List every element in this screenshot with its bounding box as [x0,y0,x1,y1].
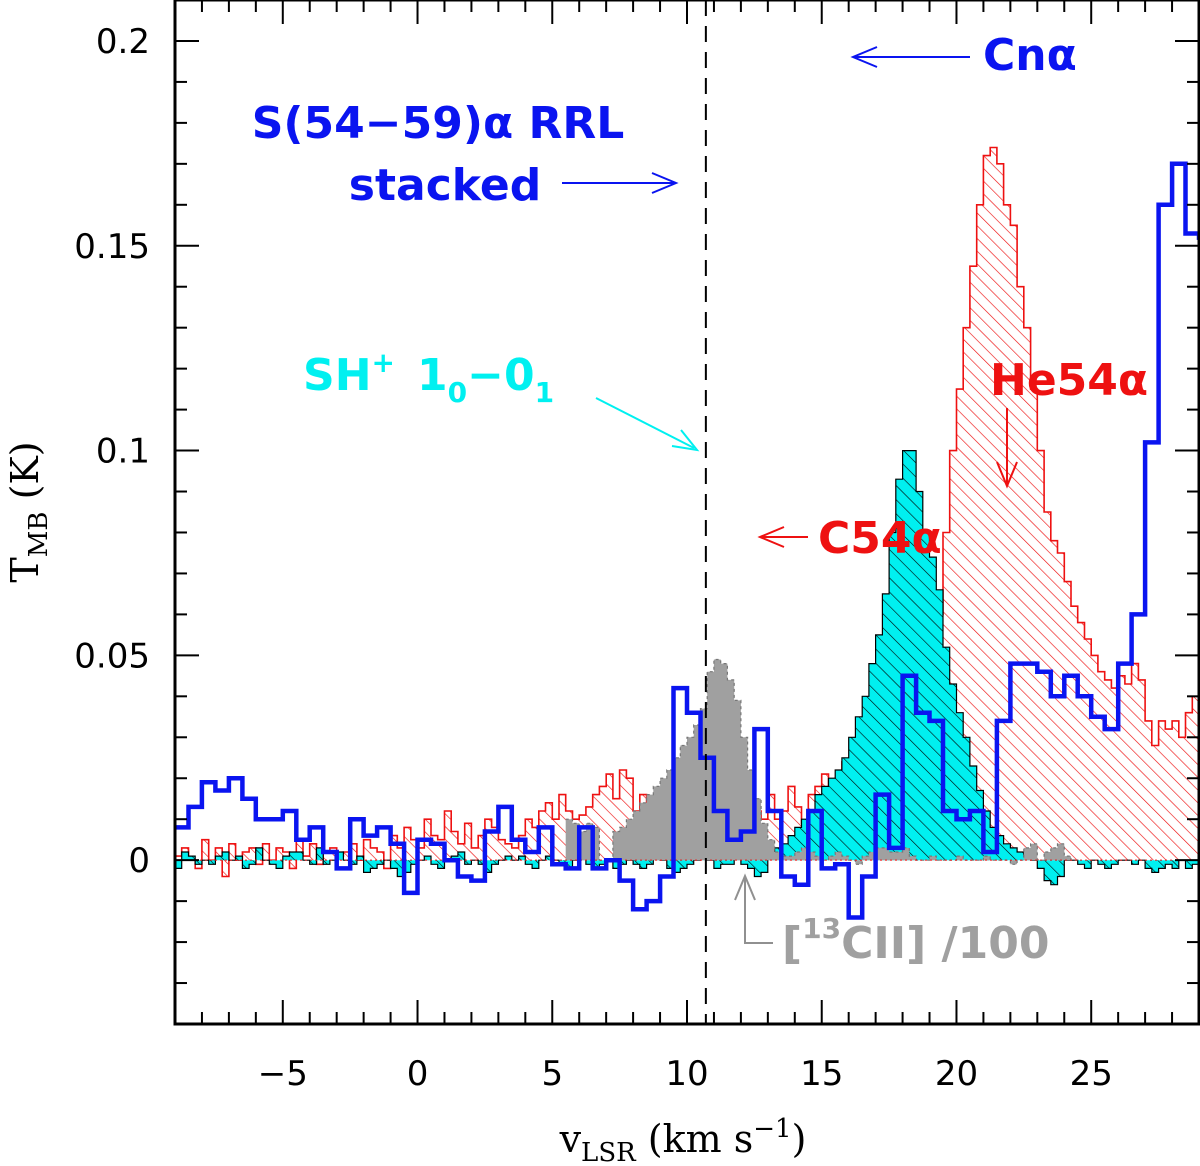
cn-alpha-label: Cnα [983,30,1077,81]
y-axis-label: TMB (K) [3,441,54,582]
c54-label: C54α [818,513,942,564]
x-tick-label: 25 [1070,1054,1113,1094]
axis-ticks [174,0,1200,1025]
rrl-label-line2: stacked [349,160,541,211]
rrl-label-line1: S(54−59)α RRL [252,98,625,149]
c13-arrow [734,873,773,944]
series-sh-plus-line [175,450,1199,886]
sh-arrow [595,397,700,452]
x-tick-label: 15 [800,1054,843,1094]
series-rrl-stacked [175,161,1199,920]
he54-label: He54α [990,355,1148,406]
x-tick-label: 10 [665,1054,708,1094]
series-layer [175,0,1199,1024]
annotations: S(54−59)α RRL stacked Cnα SH+ 10−01 He54α… [252,30,1148,969]
x-tick-label: −5 [258,1054,308,1094]
he54-arrow [996,408,1018,489]
x-tick-label: 0 [407,1054,429,1094]
y-tick-labels: 0 0.05 0.1 0.15 0.2 [74,22,150,881]
y-tick-label: 0.15 [74,227,150,267]
sh-plus-label: SH+ 10−01 [303,346,554,409]
y-tick-label: 0.05 [74,636,150,676]
y-tick-label: 0.2 [96,22,150,62]
c54-arrow [757,526,808,548]
c13-label: [13CII] /100 [782,912,1049,969]
y-tick-label: 0.1 [96,432,150,472]
x-tick-label: 20 [935,1054,978,1094]
plot-frame [173,0,1200,1026]
series-c54-he54-line [175,146,1199,878]
x-tick-labels: −5 0 5 10 15 20 25 [258,1054,1113,1094]
cn-arrow [850,46,970,68]
rrl-arrow [562,172,679,194]
y-tick-label: 0 [128,841,150,881]
series-13cii-fill [565,659,1078,865]
x-tick-label: 5 [541,1054,563,1094]
x-axis-label: vLSR (km s−1) [559,1114,807,1166]
